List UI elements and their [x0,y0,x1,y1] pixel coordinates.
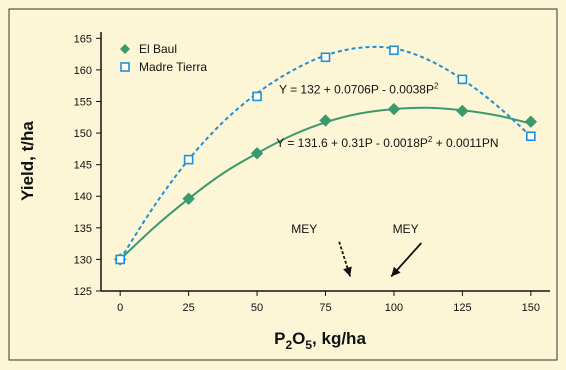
x-tick-label: 150 [522,302,540,314]
x-axis-ticks: 0 25 50 75 100 125 150 [117,291,540,314]
square-point [526,131,536,142]
square-point [320,52,331,63]
diamond-point [456,104,469,118]
equation-eq-baul: Y = 131.6 + 0.31P - 0.0018P2 + 0.0011PN [276,135,498,150]
square-point [389,45,399,56]
square-point [183,154,194,165]
legend: El Baul Madre Tierra [120,42,207,74]
x-tick-label: 75 [319,302,331,314]
y-tick-label: 155 [74,96,92,108]
y-tick-label: 135 [74,223,92,235]
legend-marker [120,44,130,54]
legend-label: Madre Tierra [139,60,207,74]
x-tick-label: 125 [453,302,471,314]
diamond-point [319,114,332,127]
y-axis-ticks: 125 130 135 140 145 150 155 160 165 [74,33,101,298]
plot-border [8,8,558,361]
y-tick-label: 145 [74,160,92,172]
x-tick-label: 50 [251,302,263,314]
arrow-head-mey-madre [343,266,352,277]
diamond-point [182,192,195,205]
legend-label: El Baul [139,42,177,56]
square-point [115,254,125,265]
legend-marker [120,62,130,72]
label-mey-baul: MEY [393,222,419,236]
label-mey-madre: MEY [291,222,317,236]
y-tick-label: 160 [74,65,92,77]
x-tick-label: 100 [385,302,403,314]
x-axis-title: P2O5, kg/ha [274,329,366,352]
y-tick-label: 125 [74,286,92,298]
y-tick-label: 150 [74,128,92,140]
diamond-point [387,102,401,116]
arrow-head-mey-baul [391,266,401,277]
square-point [457,74,468,85]
square-point [252,91,262,102]
x-tick-label: 25 [182,302,194,314]
annotations: Y = 132 + 0.0706P - 0.0038P2 Y = 131.6 + … [276,81,499,278]
diamond-point [250,147,264,160]
data-markers [113,45,538,266]
x-tick-label: 0 [117,302,123,314]
y-tick-label: 130 [74,254,92,266]
y-tick-label: 140 [74,191,92,203]
y-axis-title: Yield, t/ha [18,121,37,201]
diamond-point [524,115,538,128]
y-tick-label: 165 [74,33,92,45]
equation-eq-madre: Y = 132 + 0.0706P - 0.0038P2 [279,81,439,96]
